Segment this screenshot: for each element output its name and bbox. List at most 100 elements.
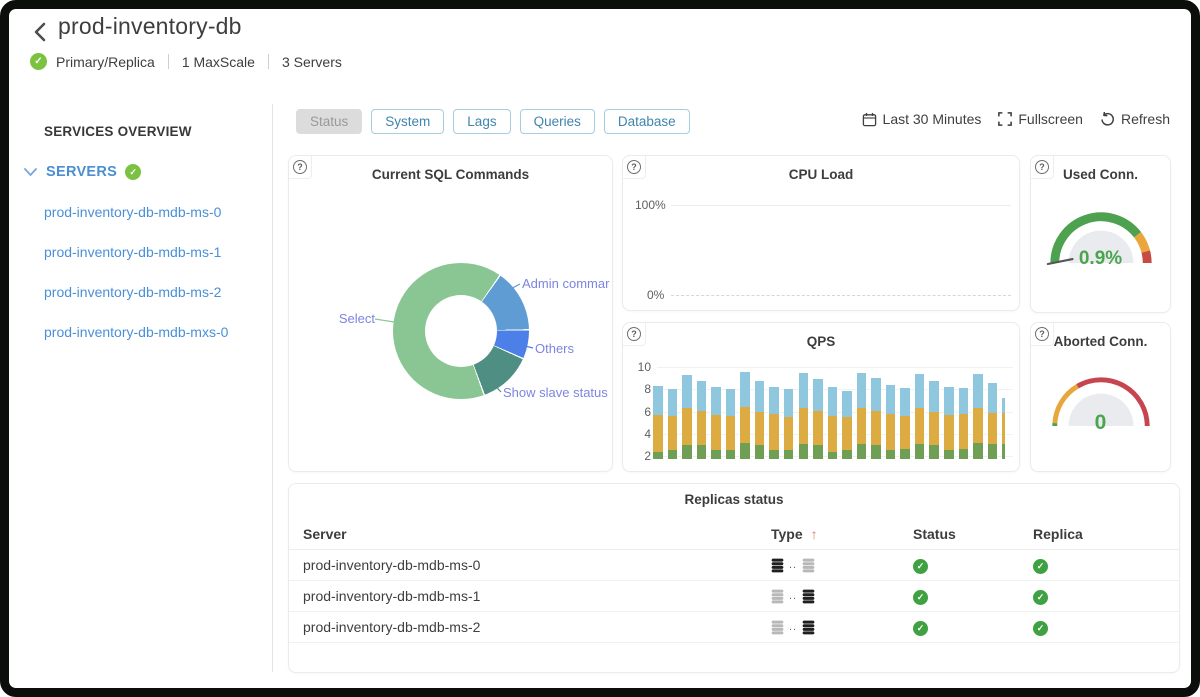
qps-bar-segment bbox=[725, 389, 736, 417]
sidebar-group-servers[interactable]: SERVERS bbox=[24, 164, 142, 180]
server-name: prod-inventory-db-mdb-ms-0 bbox=[303, 557, 481, 573]
gauge-inner-face bbox=[1068, 393, 1134, 427]
column-header-type[interactable]: Type ↑ bbox=[757, 526, 899, 542]
qps-bar bbox=[856, 372, 867, 459]
qps-bar-segment bbox=[798, 443, 808, 459]
qps-bar-segment bbox=[667, 389, 678, 417]
sidebar-item-server-3[interactable]: prod-inventory-db-mdb-mxs-0 bbox=[44, 324, 229, 340]
qps-bar bbox=[885, 384, 896, 459]
sql-commands-donut-chart[interactable] bbox=[393, 263, 529, 399]
servers-health-check-icon bbox=[125, 164, 142, 180]
qps-bar-segment bbox=[740, 407, 750, 443]
tab-queries[interactable]: Queries bbox=[519, 109, 595, 134]
qps-bar-segment bbox=[754, 380, 765, 412]
qps-bar-segment bbox=[725, 416, 736, 451]
help-button[interactable]: ? bbox=[623, 323, 646, 346]
replica-status bbox=[1019, 556, 1153, 574]
tab-system[interactable]: System bbox=[371, 109, 445, 134]
status-ok-icon bbox=[913, 621, 928, 636]
qps-bar-segment bbox=[885, 413, 896, 451]
refresh-label: Refresh bbox=[1120, 111, 1170, 127]
tab-lags[interactable]: Lags bbox=[453, 109, 511, 134]
aborted-conn-gauge[interactable] bbox=[1042, 363, 1160, 432]
refresh-button[interactable]: Refresh bbox=[1100, 111, 1170, 127]
database-icon bbox=[802, 558, 815, 572]
column-header-replica[interactable]: Replica bbox=[1033, 526, 1083, 542]
help-button[interactable]: ? bbox=[623, 156, 646, 179]
qps-bar-segment bbox=[1002, 412, 1006, 444]
qps-bar-segment bbox=[856, 443, 867, 459]
qps-bar bbox=[914, 373, 925, 459]
server-status bbox=[899, 556, 1019, 574]
qps-bar-plot[interactable] bbox=[653, 363, 1015, 459]
qps-bar-segment bbox=[871, 444, 881, 459]
card-used-connections: ? Used Conn. 0.9% bbox=[1030, 155, 1171, 313]
qps-bar-segment bbox=[958, 449, 969, 459]
table-row[interactable]: prod-inventory-db-mdb-ms-1.. bbox=[289, 581, 1179, 612]
qps-bar-segment bbox=[682, 444, 692, 459]
chart-toolbar: Last 30 Minutes Fullscreen Refresh bbox=[860, 111, 1170, 127]
qps-bar bbox=[973, 373, 983, 459]
help-icon: ? bbox=[1035, 160, 1049, 174]
fullscreen-button[interactable]: Fullscreen bbox=[998, 111, 1083, 127]
topology-label: Primary/Replica bbox=[56, 53, 155, 70]
qps-bar-segment bbox=[711, 450, 721, 459]
table-row[interactable]: prod-inventory-db-mdb-ms-0.. bbox=[289, 550, 1179, 581]
help-button[interactable]: ? bbox=[289, 156, 312, 179]
service-status-row: Primary/Replica 1 MaxScale 3 Servers bbox=[30, 53, 342, 70]
qps-bar-segment bbox=[973, 408, 983, 443]
qps-bar-segment bbox=[914, 443, 925, 459]
sidebar-item-server-1[interactable]: prod-inventory-db-mdb-ms-1 bbox=[44, 244, 222, 260]
qps-bar-segment bbox=[682, 374, 692, 409]
server-type: .. bbox=[757, 620, 899, 635]
table-body: prod-inventory-db-mdb-ms-0..prod-invento… bbox=[289, 550, 1179, 643]
qps-bar-segment bbox=[696, 444, 707, 459]
used-conn-gauge[interactable] bbox=[1042, 200, 1160, 269]
fullscreen-label: Fullscreen bbox=[1018, 111, 1083, 127]
help-icon: ? bbox=[627, 327, 641, 341]
time-range-label: Last 30 Minutes bbox=[882, 111, 982, 127]
qps-bar bbox=[798, 372, 808, 459]
replica-ok-icon bbox=[1033, 559, 1048, 574]
qps-bar-segment bbox=[783, 450, 794, 459]
table-header-row: Server Type ↑ Status Replica bbox=[289, 519, 1179, 550]
sidebar-item-server-2[interactable]: prod-inventory-db-mdb-ms-2 bbox=[44, 284, 222, 300]
y-axis-tick-0: 0% bbox=[647, 288, 665, 302]
chart-title: Used Conn. bbox=[1062, 167, 1138, 182]
server-type: .. bbox=[757, 558, 899, 573]
time-range-picker[interactable]: Last 30 Minutes bbox=[862, 111, 982, 127]
qps-bar-segment bbox=[711, 387, 721, 415]
y-axis-tick: 6 bbox=[644, 405, 651, 419]
chevron-left-icon bbox=[34, 22, 45, 42]
qps-bar-segment bbox=[740, 442, 750, 459]
qps-bar-segment bbox=[783, 389, 794, 418]
qps-bar bbox=[1002, 398, 1006, 459]
qps-bar-segment bbox=[798, 372, 808, 409]
qps-bar-segment bbox=[987, 412, 998, 444]
sidebar-item-server-0[interactable]: prod-inventory-db-mdb-ms-0 bbox=[44, 204, 222, 220]
gauge-arc-segment bbox=[1052, 384, 1079, 424]
qps-bar bbox=[769, 387, 779, 459]
qps-bar-segment bbox=[856, 408, 867, 444]
qps-bar-segment bbox=[827, 387, 838, 417]
qps-bar-segment bbox=[711, 414, 721, 451]
chart-title: CPU Load bbox=[788, 167, 854, 182]
help-button[interactable]: ? bbox=[1031, 156, 1054, 179]
table-row[interactable]: prod-inventory-db-mdb-ms-2.. bbox=[289, 612, 1179, 643]
qps-bar bbox=[711, 387, 721, 459]
back-button[interactable] bbox=[27, 19, 51, 45]
card-aborted-connections: ? Aborted Conn. 0 bbox=[1030, 322, 1171, 472]
column-header-server[interactable]: Server bbox=[303, 526, 347, 542]
column-header-status[interactable]: Status bbox=[913, 526, 956, 542]
qps-bar-segment bbox=[740, 371, 750, 408]
tab-status[interactable]: Status bbox=[296, 109, 363, 134]
help-button[interactable]: ? bbox=[1031, 323, 1054, 346]
cpu-load-flat-line[interactable] bbox=[671, 295, 1011, 296]
qps-bar-segment bbox=[944, 387, 954, 415]
servers-group-label: SERVERS bbox=[46, 164, 118, 180]
qps-bar-segment bbox=[929, 444, 939, 459]
qps-bar-segment bbox=[653, 451, 663, 459]
card-current-sql-commands: ? Current SQL Commands Select Admin comm… bbox=[288, 155, 613, 472]
qps-bar-segment bbox=[1002, 398, 1006, 413]
tab-database[interactable]: Database bbox=[603, 109, 690, 134]
